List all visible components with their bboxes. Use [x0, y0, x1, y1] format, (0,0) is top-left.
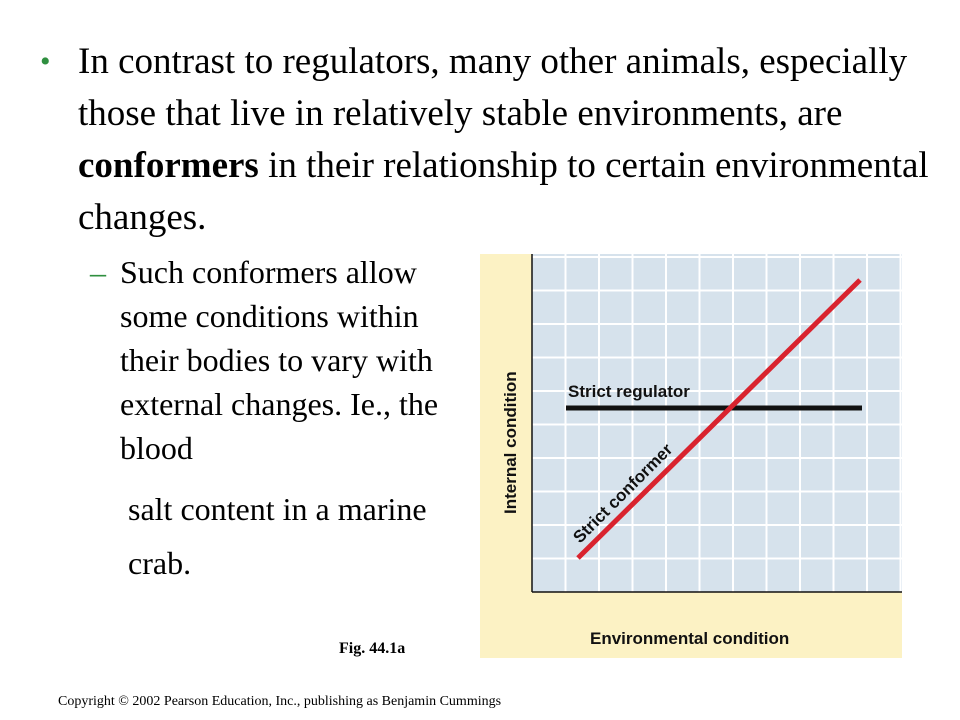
bullet-dot-icon: •	[40, 45, 51, 78]
main-bullet-text: In contrast to regulators, many other an…	[78, 36, 940, 244]
sub-continuation-line-2: crab.	[128, 545, 192, 581]
copyright-footer: Copyright © 2002 Pearson Education, Inc.…	[58, 694, 502, 709]
y-axis-label: Internal condition	[501, 371, 520, 514]
main-bullet: • In contrast to regulators, many other …	[40, 36, 940, 244]
main-text-pre: In contrast to regulators, many other an…	[78, 41, 908, 134]
sub-dash-icon: –	[90, 254, 106, 290]
x-axis-label: Environmental condition	[590, 629, 789, 648]
regulator-conformer-figure: Strict regulator Strict conformer Intern…	[480, 254, 902, 658]
conformer-line	[576, 278, 862, 560]
figure-svg: Strict regulator Strict conformer Intern…	[480, 254, 902, 658]
main-text-bold-term: conformers	[78, 145, 259, 186]
sub-continuation-line-1: salt content in a marine	[128, 491, 427, 527]
regulator-label: Strict regulator	[568, 382, 690, 401]
sub-bullet-text: Such conformers allow some conditions wi…	[120, 254, 439, 466]
figure-caption: Fig. 44.1a	[339, 640, 406, 657]
sub-bullet-continuation: salt content in a marine crab.	[128, 482, 488, 590]
sub-bullet: – Such conformers allow some conditions …	[90, 250, 470, 470]
main-text-post: in their relationship to certain environ…	[78, 145, 929, 238]
